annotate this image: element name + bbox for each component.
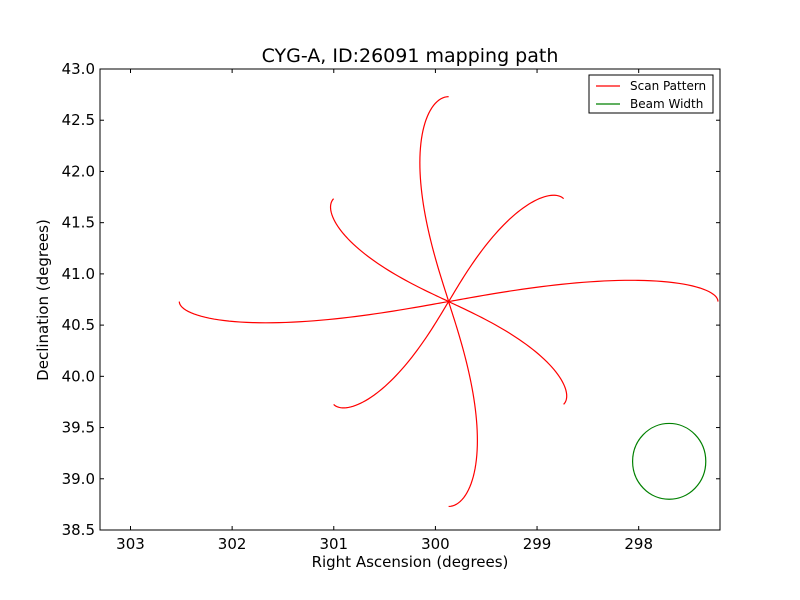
- chart-title: CYG-A, ID:26091 mapping path: [262, 45, 559, 67]
- x-tick-label: 299: [523, 535, 552, 553]
- y-tick-label: 41.5: [62, 214, 95, 232]
- y-axis-label: Declination (degrees): [34, 219, 52, 381]
- y-tick-label: 41.0: [62, 265, 95, 283]
- scan-pattern-petal: [178, 300, 449, 324]
- x-tick-label: 298: [624, 535, 653, 553]
- y-tick-label: 39.5: [62, 419, 95, 437]
- scan-pattern-petal: [448, 301, 478, 508]
- legend-scan-pattern-label: Scan Pattern: [630, 79, 706, 93]
- x-tick-label: 300: [421, 535, 450, 553]
- y-tick-label: 43.0: [62, 60, 95, 78]
- x-tick-label: 301: [319, 535, 348, 553]
- y-tick-label: 40.5: [62, 316, 95, 334]
- legend: Scan Pattern Beam Width: [588, 74, 714, 114]
- scan-pattern-petal: [448, 301, 568, 405]
- legend-beam-width-label: Beam Width: [630, 97, 703, 111]
- plot-layer: [178, 96, 719, 508]
- y-tick-label: 42.5: [62, 111, 95, 129]
- x-axis-label: Right Ascension (degrees): [312, 553, 509, 571]
- x-tick-label: 303: [116, 535, 145, 553]
- plot-frame: [99, 68, 721, 531]
- y-tick-label: 40.0: [62, 367, 95, 385]
- scan-pattern-petal: [448, 279, 719, 303]
- ticks-layer: 303 302 301 300 299 298 38.5 39.0 39.5 40.0 40.5 41…: [62, 60, 720, 553]
- scan-pattern-petal: [448, 194, 565, 302]
- scan-pattern-petal: [329, 198, 449, 303]
- legend-box: [588, 74, 714, 114]
- x-tick-label: 302: [218, 535, 247, 553]
- y-tick-label: 39.0: [62, 470, 95, 488]
- y-tick-label: 42.0: [62, 162, 95, 180]
- beam-width-circle: [631, 422, 707, 500]
- y-tick-label: 38.5: [62, 521, 95, 539]
- scan-pattern-petal: [333, 301, 450, 409]
- scan-pattern-petal: [419, 96, 450, 302]
